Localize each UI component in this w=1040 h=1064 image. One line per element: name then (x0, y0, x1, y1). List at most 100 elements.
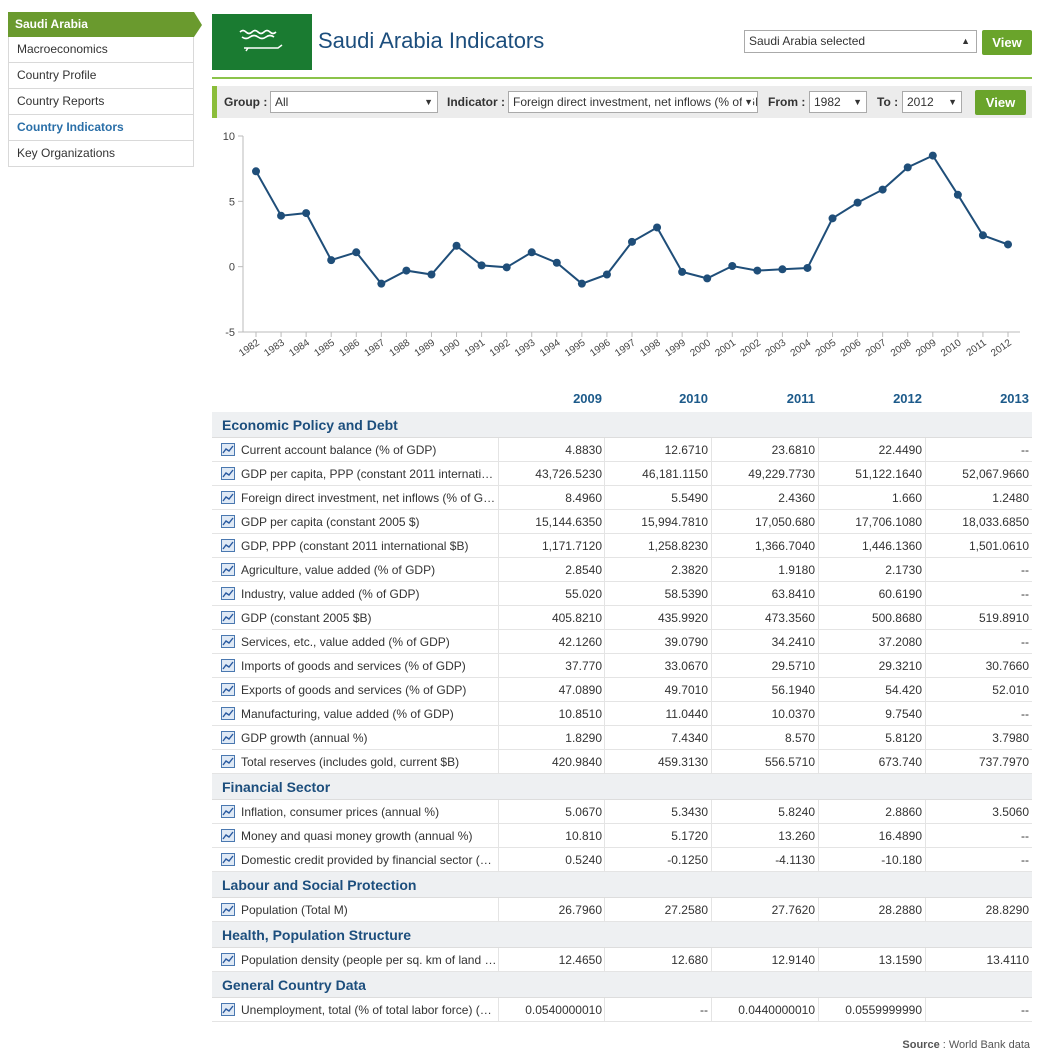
chart-icon[interactable] (221, 683, 235, 696)
chart-icon[interactable] (221, 1003, 235, 1016)
indicator-name[interactable]: Money and quasi money growth (annual %) (241, 829, 473, 843)
table-row: GDP (constant 2005 $B) 405.8210 435.9920 47… (212, 606, 1032, 630)
sidebar-item-country-profile[interactable]: Country Profile (8, 63, 194, 89)
indicator-name[interactable]: Foreign direct investment, net inflows (… (241, 491, 497, 505)
cell-value: 58.5390 (664, 587, 708, 601)
column-divider (498, 486, 499, 510)
cell-value: 13.4110 (986, 953, 1030, 967)
sidebar-item-country-indicators[interactable]: Country Indicators (8, 115, 194, 141)
y-tick-label: 5 (229, 196, 235, 208)
column-divider (498, 750, 499, 774)
chart-icon[interactable] (221, 611, 235, 624)
column-divider (818, 630, 819, 654)
column-divider (925, 462, 926, 486)
to-select[interactable]: 2012 ▼ (902, 91, 962, 113)
chevron-down-icon: ▼ (422, 92, 433, 112)
column-divider (711, 510, 712, 534)
data-point (853, 198, 862, 207)
chart-icon[interactable] (221, 755, 235, 768)
column-divider (818, 726, 819, 750)
cell-value: 500.8680 (871, 611, 922, 625)
chart-icon[interactable] (221, 587, 235, 600)
chart-icon[interactable] (221, 707, 235, 720)
indicator-name[interactable]: Population (Total M) (241, 903, 348, 917)
sidebar-item-macroeconomics[interactable]: Macroeconomics (8, 37, 194, 63)
indicator-name[interactable]: GDP per capita (constant 2005 $) (241, 515, 420, 529)
group-select[interactable]: All ▼ (270, 91, 438, 113)
chart-icon[interactable] (221, 515, 235, 528)
cell-value: 47.0890 (558, 683, 602, 697)
column-divider (604, 702, 605, 726)
cell-value: 2.8540 (565, 563, 602, 577)
x-tick-label: 1994 (538, 337, 563, 359)
column-divider (498, 534, 499, 558)
chart-icon[interactable] (221, 853, 235, 866)
indicator-name[interactable]: Current account balance (% of GDP) (241, 443, 437, 457)
indicator-name[interactable]: Population density (people per sq. km of… (241, 953, 497, 967)
chart-icon[interactable] (221, 539, 235, 552)
chart-icon[interactable] (221, 903, 235, 916)
column-divider (604, 534, 605, 558)
cell-value: 737.7970 (978, 755, 1029, 769)
column-divider (498, 800, 499, 824)
view-button[interactable]: View (975, 90, 1026, 115)
indicator-name[interactable]: GDP growth (annual %) (241, 731, 368, 745)
cell-value: 435.9920 (657, 611, 708, 625)
cell-value: 42.1260 (558, 635, 602, 649)
column-divider (604, 750, 605, 774)
indicator-name[interactable]: Industry, value added (% of GDP) (241, 587, 420, 601)
indicator-name[interactable]: Manufacturing, value added (% of GDP) (241, 707, 454, 721)
cell-value: 8.4960 (565, 491, 602, 505)
cell-value: -4.1130 (775, 853, 815, 867)
column-divider (818, 824, 819, 848)
chart-icon[interactable] (221, 659, 235, 672)
indicator-name[interactable]: GDP, PPP (constant 2011 international $B… (241, 539, 469, 553)
cell-value: 405.8210 (551, 611, 602, 625)
indicator-name[interactable]: Total reserves (includes gold, current $… (241, 755, 460, 769)
country-select-value: Saudi Arabia selected (749, 34, 866, 48)
column-divider (818, 486, 819, 510)
column-divider (711, 948, 712, 972)
table-row: Services, etc., value added (% of GDP) 42… (212, 630, 1032, 654)
chart-icon[interactable] (221, 563, 235, 576)
indicator-name[interactable]: Domestic credit provided by financial se… (241, 853, 497, 867)
x-tick-label: 1992 (488, 337, 513, 359)
chart-icon[interactable] (221, 467, 235, 480)
table-row: Total reserves (includes gold, current $… (212, 750, 1032, 774)
chart-icon[interactable] (221, 491, 235, 504)
chart-icon[interactable] (221, 829, 235, 842)
data-point (728, 262, 737, 271)
indicator-name[interactable]: GDP per capita, PPP (constant 2011 inter… (241, 467, 497, 481)
chart-icon[interactable] (221, 953, 235, 966)
country-select[interactable]: Saudi Arabia selected ▲ (744, 30, 977, 53)
table-row: Population density (people per sq. km of… (212, 948, 1032, 972)
indicator-name[interactable]: Unemployment, total (% of total labor fo… (241, 1003, 497, 1017)
cell-value: 10.8510 (558, 707, 602, 721)
chart-icon[interactable] (221, 805, 235, 818)
chart-icon[interactable] (221, 731, 235, 744)
from-select[interactable]: 1982 ▼ (809, 91, 867, 113)
chart-icon[interactable] (221, 443, 235, 456)
sidebar-item-country-reports[interactable]: Country Reports (8, 89, 194, 115)
indicator-name[interactable]: Inflation, consumer prices (annual %) (241, 805, 440, 819)
from-select-value: 1982 (814, 95, 841, 109)
view-button-top[interactable]: View (982, 30, 1032, 55)
indicator-select[interactable]: Foreign direct investment, net inflows (… (508, 91, 758, 113)
saudi-flag-icon (212, 14, 312, 70)
chart-icon[interactable] (221, 635, 235, 648)
column-divider (604, 998, 605, 1022)
sidebar-item-key-organizations[interactable]: Key Organizations (8, 141, 194, 167)
indicator-name[interactable]: Services, etc., value added (% of GDP) (241, 635, 450, 649)
column-divider (498, 702, 499, 726)
column-divider (818, 534, 819, 558)
indicator-name[interactable]: GDP (constant 2005 $B) (241, 611, 372, 625)
cell-value: 5.3430 (671, 805, 708, 819)
column-divider (925, 558, 926, 582)
cell-value: 55.020 (565, 587, 602, 601)
cell-value: 473.3560 (764, 611, 815, 625)
indicator-name[interactable]: Agriculture, value added (% of GDP) (241, 563, 436, 577)
column-divider (604, 510, 605, 534)
table-row: Imports of goods and services (% of GDP)… (212, 654, 1032, 678)
indicator-name[interactable]: Imports of goods and services (% of GDP) (241, 659, 466, 673)
indicator-name[interactable]: Exports of goods and services (% of GDP) (241, 683, 467, 697)
